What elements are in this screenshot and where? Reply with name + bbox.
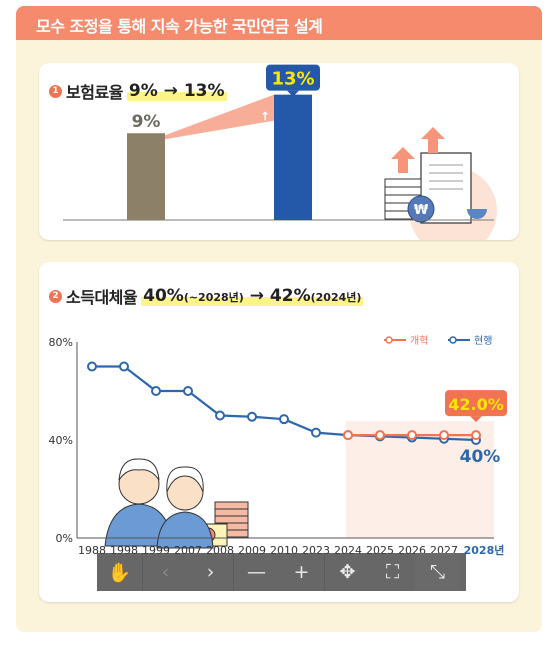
section2-number: 2 [49, 289, 62, 303]
y-tick-label: 0% [56, 532, 73, 545]
data-point-current [151, 386, 161, 396]
data-point-current [311, 427, 321, 438]
y-tick-label: 40% [49, 434, 73, 447]
data-point-current [215, 410, 225, 421]
current-value-label: 40% [460, 447, 501, 467]
data-point-current [279, 414, 289, 425]
replacement-rate-line-chart: 0%40%80%1988 1998 1999 2007 2008 2009 2010 2023… [49, 335, 507, 557]
bar-reform [274, 94, 312, 220]
increase-wedge [165, 94, 274, 140]
page-title: 모수 조정을 통해 지속 가능한 국민연금 설계 [36, 17, 323, 36]
hand-icon[interactable]: ✋ [107, 561, 132, 584]
section2-value-2: 42% [269, 286, 311, 306]
section2-note-2: (2024년) [310, 291, 362, 304]
contribution-rate-card: 1 보험료율 9% → 13% ₩ ↑ 9% 13% [39, 63, 519, 240]
data-point-reform [375, 430, 385, 441]
increase-arrow-icon: ↑ [260, 110, 270, 124]
section2-value-1: 40% [143, 286, 184, 306]
data-point-current [247, 411, 257, 422]
toolbar-divider [142, 553, 143, 591]
section2-highlight: 40%(~2028년) → 42%(2024년) [141, 286, 364, 306]
legend-label: 현행 [474, 335, 492, 347]
section2-note-1: (~2028년) [183, 291, 244, 304]
bar-label-current: 9% [132, 112, 161, 132]
reform-value-pointer [470, 416, 482, 423]
toolbar-divider [233, 553, 234, 591]
toolbar-divider [324, 553, 325, 591]
y-tick-label: 80% [49, 336, 73, 349]
bar-label-reform-pointer [287, 90, 299, 97]
data-point-reform [471, 430, 481, 441]
replacement-rate-card: 2 소득대체율 40%(~2028년) → 42%(2024년) 0% 40% 80… [39, 262, 519, 602]
section1-label: 보험료율 [66, 83, 123, 102]
section2-title: 2 소득대체율 40%(~2028년) → 42%(2024년) [49, 284, 364, 308]
viewer-toolbar: ✋ ‹ › — + ✥ ⛶ ⤡ [97, 553, 466, 591]
section2-label: 소득대체율 [66, 288, 138, 307]
data-point-reform [439, 430, 449, 441]
legend-marker [385, 336, 393, 344]
x-tick-label: 2028년 [464, 543, 505, 557]
move-icon[interactable]: ✥ [339, 561, 356, 583]
data-point-current [87, 361, 97, 372]
collapse-icon[interactable]: ⤡ [415, 553, 460, 591]
expand-icon[interactable]: ⛶ [385, 561, 400, 583]
data-point-current [183, 386, 193, 396]
svg-text:₩: ₩ [414, 203, 429, 218]
data-point-current [119, 361, 129, 372]
section1-title: 1 보험료율 9% → 13% [49, 79, 227, 103]
pension-illustration: ₩ [384, 127, 497, 240]
data-point-reform [343, 430, 353, 441]
contribution-bar-chart: ₩ ↑ 9% 13% [63, 64, 497, 240]
legend-label: 개혁 [410, 335, 428, 347]
legend-marker [449, 336, 457, 344]
bar-current [127, 133, 165, 220]
bar-label-reform: 13% [271, 69, 314, 90]
elderly-couple-illustration [104, 458, 249, 549]
zoom-in-icon[interactable]: + [293, 561, 310, 583]
section2-arrow: → [243, 286, 270, 306]
header-banner: 모수 조정을 통해 지속 가능한 국민연금 설계 [16, 6, 542, 40]
reform-value-label: 42.0% [448, 395, 504, 414]
data-point-reform [407, 430, 417, 441]
chevron-left-icon[interactable]: ‹ [161, 561, 170, 583]
section1-number: 1 [49, 84, 62, 98]
chevron-right-icon[interactable]: › [206, 561, 215, 583]
zoom-out-icon[interactable]: — [247, 561, 266, 583]
reform-value-box [445, 390, 507, 417]
bar-label-reform-box [266, 64, 320, 91]
section1-highlight: 9% → 13% [126, 81, 227, 101]
